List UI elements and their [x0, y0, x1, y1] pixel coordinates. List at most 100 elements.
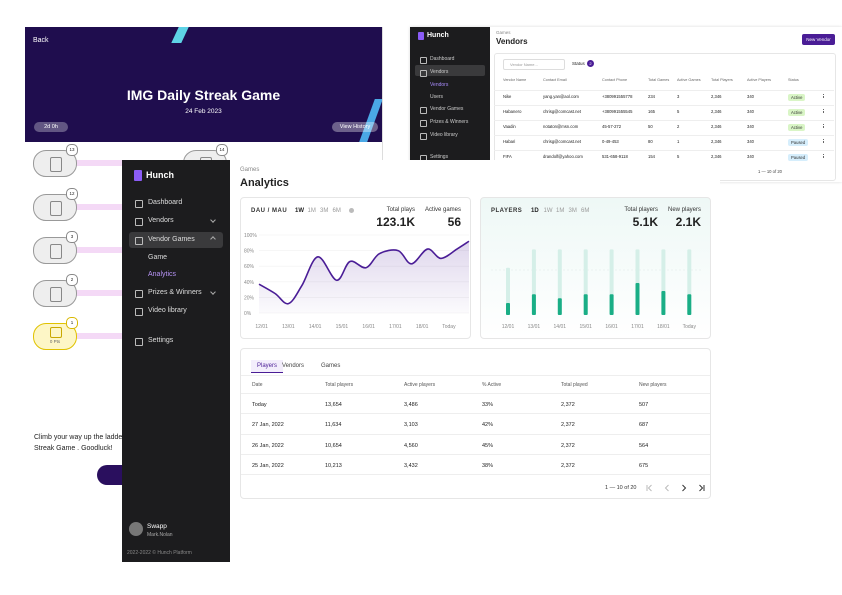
page-title: Analytics	[240, 177, 289, 189]
nav-item[interactable]: Video library	[430, 132, 458, 138]
nav-item[interactable]: Vendor Games	[148, 236, 195, 243]
stat-label: Total players	[624, 207, 658, 213]
row-menu[interactable]	[823, 142, 824, 144]
cell: 2,346	[711, 94, 722, 99]
chart	[646, 484, 705, 492]
nav-item[interactable]: Vendors	[430, 82, 449, 88]
tab[interactable]: Players	[251, 360, 284, 373]
bar	[635, 283, 640, 315]
row-divider	[241, 393, 710, 394]
row-menu[interactable]	[823, 94, 824, 95]
nav-icon	[420, 57, 427, 64]
nav-item[interactable]: Settings	[148, 337, 174, 344]
stat-label: Total plays	[386, 207, 415, 213]
row-menu[interactable]	[823, 139, 824, 140]
nav-item[interactable]: Analytics	[148, 271, 177, 278]
nav-icon	[420, 70, 427, 77]
new-vendor-button[interactable]: New Vendor	[802, 34, 835, 45]
x-tick-label: 17/01	[389, 324, 402, 330]
nav-item[interactable]: Vendors	[430, 69, 449, 75]
cell: 2	[677, 124, 680, 129]
page-title: Vendors	[496, 37, 528, 46]
nav-item[interactable]: Settings	[430, 154, 449, 160]
range-button[interactable]: 6M	[332, 208, 341, 214]
range-button[interactable]: 6M	[581, 208, 590, 214]
row-menu[interactable]	[823, 124, 824, 125]
row-menu[interactable]	[823, 157, 824, 159]
row-menu[interactable]	[823, 95, 824, 97]
back-link[interactable]: Back	[33, 37, 49, 44]
nav-chevron	[210, 217, 216, 223]
row-menu[interactable]	[823, 125, 824, 127]
stat-value: 5.1K	[632, 215, 658, 229]
nav-item[interactable]: Dashboard	[430, 56, 455, 62]
tab-divider	[241, 375, 710, 376]
row-menu[interactable]	[823, 110, 824, 112]
search-box[interactable]: Vendor Name...	[503, 59, 565, 70]
cell: 675	[639, 462, 649, 469]
stat-label: Active games	[424, 207, 461, 213]
cell: 0-49-453	[602, 139, 619, 144]
row-menu[interactable]	[823, 109, 824, 110]
vendors-screen: Hunch Dashboard Vendors Vendors Users Vendor …	[410, 27, 842, 182]
nav-item[interactable]: Vendor Games	[430, 106, 464, 112]
tab[interactable]: Vendors	[282, 363, 305, 369]
status-badge: Active	[788, 94, 806, 101]
row-divider	[494, 120, 834, 121]
ladder-node	[33, 280, 77, 307]
cell: 531-658-9118	[602, 154, 628, 159]
nav-item[interactable]: Dashboard	[148, 199, 183, 206]
game-header: Back IMG Daily Streak Game 24 Feb 2023 2d 0…	[25, 27, 382, 142]
range-button[interactable]: 1M	[307, 208, 316, 214]
nav-item[interactable]: Prizes & Winners	[430, 119, 469, 125]
nav-item[interactable]: Game	[148, 254, 168, 261]
history-button[interactable]: View History	[332, 122, 378, 132]
range-button[interactable]: 1M	[556, 208, 565, 214]
row-menu[interactable]	[823, 154, 824, 155]
nav-active	[129, 232, 223, 248]
nav-icon	[135, 218, 143, 226]
range-button[interactable]: 1W	[543, 208, 553, 214]
cell: 3,103	[404, 422, 418, 429]
node-icon	[50, 327, 62, 338]
cell: drandolf@yahoo.com	[543, 154, 583, 159]
cell: 10,213	[325, 462, 342, 469]
cell: 42%	[482, 422, 494, 429]
cell: 1	[677, 139, 680, 144]
nav-item[interactable]: Video library	[148, 307, 187, 314]
page-button[interactable]	[646, 484, 652, 492]
page-button[interactable]	[664, 484, 669, 492]
cell: chrisg@comcast.net	[543, 139, 581, 144]
row-menu[interactable]	[823, 97, 824, 99]
range-button[interactable]: 3M	[320, 208, 329, 214]
range-button[interactable]: 1W	[295, 208, 304, 214]
stat-value: 56	[447, 215, 461, 229]
pagination: 1 — 10 of 20	[758, 169, 782, 174]
range-button[interactable]: 3M	[568, 208, 577, 214]
tab[interactable]: Games	[321, 363, 341, 369]
x-tick-label: 14/01	[309, 324, 322, 330]
cell: Nike	[503, 94, 512, 99]
chart: 12/01 13/01 14/01 15/01 16/01 17/01 18/01 Today	[491, 249, 703, 330]
row-menu[interactable]	[823, 127, 824, 129]
x-tick-label: 15/01	[579, 324, 592, 330]
node-badge: 3	[66, 231, 78, 243]
cell: 10,654	[325, 442, 342, 449]
logo	[418, 32, 424, 40]
cell: FIFA	[503, 154, 512, 159]
nav-item[interactable]: Vendors	[148, 217, 174, 224]
range-button[interactable]: 1D	[531, 208, 539, 214]
page-button[interactable]	[699, 484, 705, 492]
brand: Hunch	[146, 170, 174, 180]
row-menu[interactable]	[823, 112, 824, 114]
nav-item[interactable]: Prizes & Winners	[148, 289, 202, 296]
page-button[interactable]	[682, 484, 687, 492]
nav-icon	[135, 338, 143, 346]
nav-item[interactable]: Users	[430, 94, 444, 100]
row-menu[interactable]	[823, 140, 824, 142]
status-filter[interactable]: Status	[572, 61, 585, 66]
pagination: 1 — 10 of 20	[605, 485, 637, 491]
cell: 5	[677, 154, 680, 159]
x-tick-label: 16/01	[605, 324, 618, 330]
row-menu[interactable]	[823, 155, 824, 157]
